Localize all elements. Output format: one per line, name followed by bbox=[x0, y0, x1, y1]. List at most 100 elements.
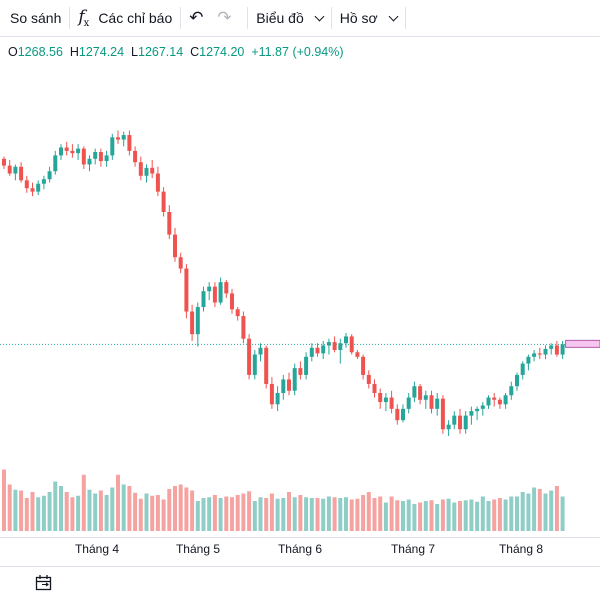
volume-bar bbox=[195, 501, 200, 531]
volume-bar bbox=[378, 496, 383, 531]
candle-body bbox=[41, 179, 46, 184]
redo-icon[interactable]: ↷ bbox=[217, 8, 232, 27]
candle-body bbox=[13, 166, 18, 174]
candle-body bbox=[167, 211, 172, 235]
x-axis-tick-label: Tháng 4 bbox=[75, 542, 119, 556]
volume-bar bbox=[560, 496, 565, 531]
volume-bar bbox=[332, 497, 337, 531]
chevron-down-icon bbox=[314, 11, 325, 21]
volume-bar bbox=[423, 501, 428, 531]
close-key: C bbox=[190, 45, 200, 59]
candle-body bbox=[440, 398, 445, 430]
volume-bar bbox=[401, 501, 405, 531]
candle-body bbox=[361, 356, 366, 375]
volume-bar bbox=[549, 490, 554, 531]
candle-body bbox=[127, 135, 132, 151]
function-icon: fx bbox=[78, 6, 90, 30]
candle-body bbox=[138, 162, 143, 176]
candle-body bbox=[349, 336, 354, 353]
indicators-label: Các chỉ báo bbox=[98, 10, 173, 26]
volume-bar bbox=[30, 492, 35, 531]
price-chart[interactable]: Tháng 4 Tháng 5 Tháng 6 Tháng 7 Tháng 8 bbox=[0, 36, 600, 566]
volume-bar bbox=[304, 497, 309, 531]
candle-body bbox=[292, 368, 297, 391]
volume-bar bbox=[104, 495, 109, 531]
candle-body bbox=[70, 150, 75, 154]
candle-body bbox=[383, 397, 388, 403]
candle-body bbox=[121, 135, 126, 140]
candle-body bbox=[110, 137, 115, 156]
volume-bar bbox=[235, 495, 240, 531]
volume-bar bbox=[19, 490, 24, 531]
candle-body bbox=[173, 234, 177, 258]
volume-bar bbox=[161, 499, 166, 531]
ohlc-legend: O1268.56 H1274.24 L1267.14 C1274.20 +11.… bbox=[8, 45, 344, 59]
chart-type-dropdown[interactable]: Biểu đồ bbox=[256, 0, 325, 36]
volume-bar bbox=[150, 495, 155, 531]
candle-body bbox=[509, 386, 514, 396]
candle-body bbox=[389, 397, 394, 409]
volume-bar bbox=[264, 498, 269, 531]
volume-bar bbox=[269, 493, 274, 531]
compare-button[interactable]: So sánh bbox=[10, 0, 61, 36]
close-value: 1274.20 bbox=[199, 45, 245, 59]
volume-bar bbox=[486, 501, 491, 531]
candle-body bbox=[406, 397, 411, 409]
volume-bar bbox=[497, 498, 502, 531]
volume-bar bbox=[230, 497, 234, 531]
indicators-button[interactable]: fx Các chỉ báo bbox=[78, 0, 172, 36]
candle-body bbox=[298, 368, 303, 375]
volume-bar bbox=[349, 499, 354, 531]
candle-body bbox=[230, 293, 234, 310]
profile-dropdown[interactable]: Hồ sơ bbox=[340, 0, 399, 36]
top-toolbar: So sánh fx Các chỉ báo ↶ ↷ Biểu đồ Hồ sơ bbox=[0, 0, 600, 37]
volume-bar bbox=[321, 498, 326, 531]
candle-body bbox=[224, 282, 229, 294]
volume-bar bbox=[241, 493, 246, 531]
volume-bar bbox=[224, 496, 229, 531]
candle-body bbox=[36, 183, 41, 192]
volume-bar bbox=[361, 495, 366, 531]
candle-body bbox=[241, 316, 246, 339]
candle-body bbox=[526, 356, 531, 364]
volume-bar bbox=[344, 497, 348, 531]
x-axis-border bbox=[0, 537, 600, 538]
candle-body bbox=[503, 395, 508, 405]
candle-body bbox=[24, 180, 29, 189]
candle-body bbox=[116, 137, 120, 140]
volume-bar bbox=[76, 495, 81, 531]
candle-body bbox=[150, 167, 155, 174]
candle-body bbox=[218, 282, 223, 303]
candle-body bbox=[212, 286, 217, 303]
toolbar-divider bbox=[247, 7, 249, 29]
volume-bar bbox=[515, 496, 519, 531]
x-axis-tick-label: Tháng 8 bbox=[499, 542, 543, 556]
candle-body bbox=[423, 395, 428, 400]
volume-bar bbox=[554, 486, 559, 531]
volume-bar bbox=[389, 496, 394, 531]
volume-bar bbox=[287, 492, 291, 531]
volume-bar bbox=[144, 493, 149, 531]
volume-bar bbox=[532, 487, 537, 531]
candle-body bbox=[554, 345, 559, 355]
candle-body bbox=[366, 374, 371, 384]
candle-body bbox=[469, 411, 474, 416]
volume-bar bbox=[463, 500, 468, 531]
candle-body bbox=[53, 155, 58, 172]
high-value: 1274.24 bbox=[78, 45, 125, 59]
candle-body bbox=[190, 311, 195, 335]
calendar-icon[interactable] bbox=[34, 573, 54, 593]
candle-body bbox=[76, 148, 81, 154]
volume-bar bbox=[81, 474, 86, 531]
volume-bar bbox=[292, 497, 297, 531]
candle-body bbox=[412, 386, 417, 398]
volume-bar bbox=[87, 489, 92, 531]
volume-bar bbox=[93, 493, 98, 531]
candle-body bbox=[418, 386, 423, 400]
candle-body bbox=[269, 383, 274, 405]
volume-bar bbox=[127, 486, 132, 531]
low-value: 1267.14 bbox=[138, 45, 184, 59]
volume-bar bbox=[47, 492, 52, 531]
undo-icon[interactable]: ↶ bbox=[189, 8, 204, 27]
open-key: O bbox=[8, 45, 18, 59]
